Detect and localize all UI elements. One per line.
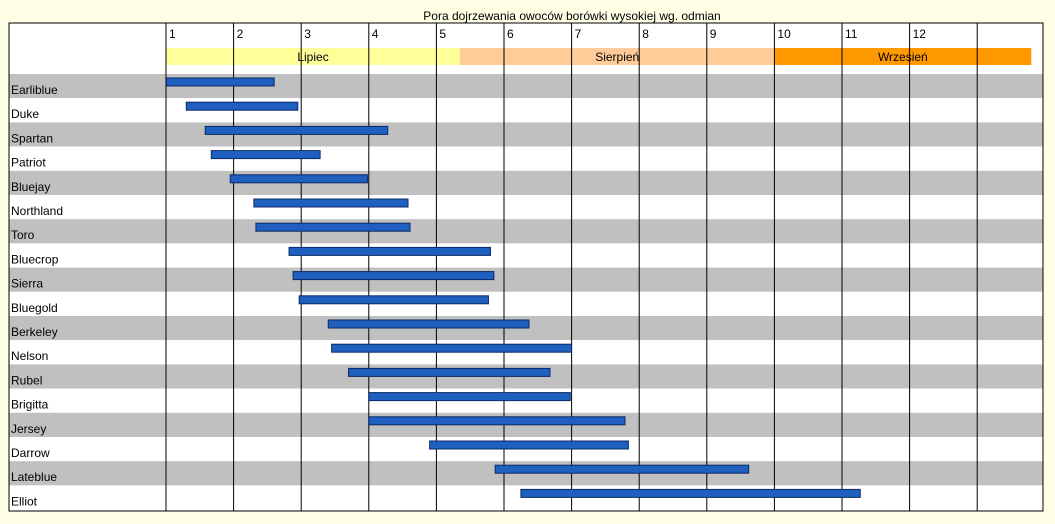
category-label: Lateblue bbox=[11, 470, 57, 484]
category-label: Earliblue bbox=[11, 83, 58, 97]
category-label: Spartan bbox=[11, 131, 53, 145]
range-bar bbox=[288, 246, 491, 256]
row-stripe bbox=[9, 122, 1043, 147]
month-label: Sierpień bbox=[595, 50, 639, 64]
range-bar bbox=[331, 343, 573, 353]
category-label: Bluecrop bbox=[11, 252, 59, 266]
range-bar bbox=[253, 198, 409, 208]
x-tick-label: 9 bbox=[710, 27, 717, 41]
x-tick-label: 6 bbox=[507, 27, 514, 41]
month-band bbox=[166, 48, 461, 65]
range-bar bbox=[165, 77, 275, 87]
row-stripe bbox=[9, 243, 1043, 268]
range-bar bbox=[185, 101, 299, 111]
x-tick-label: 11 bbox=[845, 27, 858, 41]
range-bar bbox=[210, 150, 321, 160]
row-stripe bbox=[9, 267, 1043, 292]
range-bar bbox=[368, 416, 626, 426]
category-label: Toro bbox=[11, 228, 35, 242]
row-stripe bbox=[9, 291, 1043, 316]
chart-title: Pora dojrzewania owoców borówki wysokiej… bbox=[423, 9, 720, 23]
x-tick-label: 4 bbox=[372, 27, 379, 41]
range-bar bbox=[255, 222, 411, 232]
category-label: Brigitta bbox=[11, 398, 49, 412]
category-label: Patriot bbox=[11, 156, 46, 170]
range-bar bbox=[348, 367, 551, 377]
category-label: Bluegold bbox=[11, 301, 58, 315]
row-stripe bbox=[9, 74, 1043, 99]
category-label: Nelson bbox=[11, 349, 48, 363]
x-tick-label: 3 bbox=[304, 27, 311, 41]
x-tick-label: 2 bbox=[237, 27, 244, 41]
range-bar bbox=[368, 392, 571, 402]
month-label: Lipiec bbox=[297, 50, 328, 64]
category-label: Sierra bbox=[11, 277, 43, 291]
row-stripe bbox=[9, 170, 1043, 195]
month-label: Wrzesień bbox=[878, 50, 928, 64]
range-bar bbox=[520, 488, 861, 498]
x-tick-label: 12 bbox=[913, 27, 927, 41]
range-bar bbox=[292, 271, 495, 281]
row-stripe bbox=[9, 219, 1043, 244]
category-label: Elliot bbox=[11, 494, 38, 508]
range-bar bbox=[229, 174, 368, 184]
month-band bbox=[460, 48, 775, 65]
chart-frame-border bbox=[8, 22, 1044, 512]
category-label: Duke bbox=[11, 107, 39, 121]
x-tick-label: 10 bbox=[777, 27, 791, 41]
x-tick-label: 8 bbox=[642, 27, 649, 41]
category-label: Rubel bbox=[11, 373, 42, 387]
x-tick-label: 7 bbox=[575, 27, 582, 41]
category-label: Darrow bbox=[11, 446, 50, 460]
x-tick-label: 5 bbox=[439, 27, 446, 41]
row-stripe bbox=[9, 98, 1043, 123]
range-bar bbox=[204, 125, 389, 135]
category-label: Bluejay bbox=[11, 180, 50, 194]
x-tick-label: 1 bbox=[169, 27, 176, 41]
range-bar bbox=[298, 295, 489, 305]
range-bar bbox=[429, 440, 629, 450]
category-label: Northland bbox=[11, 204, 63, 218]
category-label: Berkeley bbox=[11, 325, 58, 339]
month-band bbox=[774, 48, 1032, 65]
range-bar bbox=[494, 464, 750, 474]
category-label: Jersey bbox=[11, 422, 46, 436]
range-bar bbox=[327, 319, 530, 329]
row-stripe bbox=[9, 146, 1043, 171]
row-stripe bbox=[9, 195, 1043, 220]
